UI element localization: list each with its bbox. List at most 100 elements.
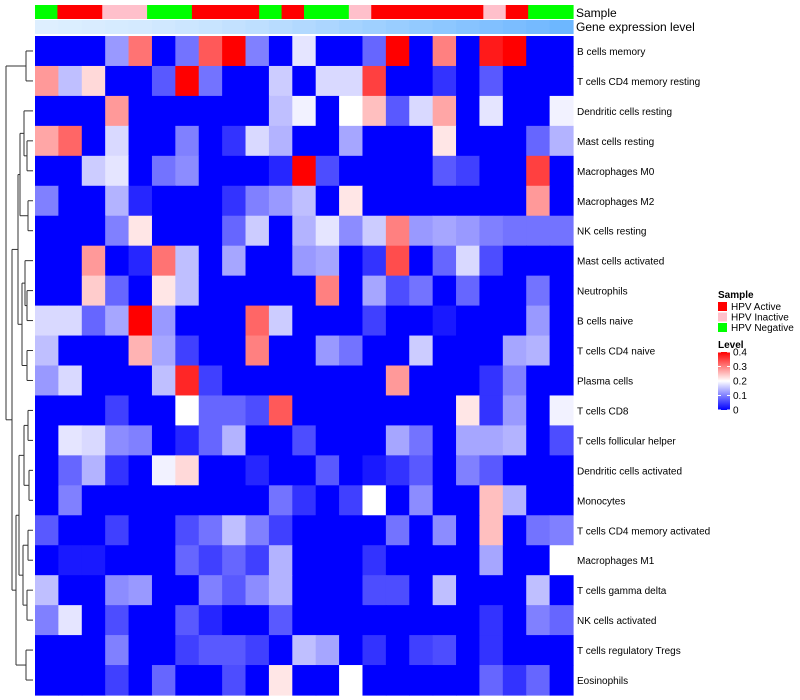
heatmap-cell xyxy=(175,65,200,97)
heatmap-cell xyxy=(222,335,247,367)
heatmap-cell xyxy=(35,545,59,576)
heatmap-cell xyxy=(151,515,176,546)
heatmap-cell xyxy=(502,125,527,157)
sample-annotation-cell xyxy=(214,5,238,19)
heatmap-cell xyxy=(222,36,247,67)
heatmap-cell xyxy=(362,36,387,67)
heatmap-cell xyxy=(432,425,457,456)
heatmap-cell xyxy=(268,185,293,217)
heatmap-cell xyxy=(151,665,176,696)
heatmap-cell xyxy=(315,245,340,277)
row-label: Macrophages M2 xyxy=(577,197,655,208)
heatmap-cell xyxy=(58,425,83,456)
heatmap-cell xyxy=(479,635,504,666)
heatmap-cell xyxy=(58,215,83,247)
heatmap-cell xyxy=(198,185,223,217)
heatmap-cell xyxy=(81,215,106,247)
expression-level-cell xyxy=(105,20,130,34)
heatmap-cell xyxy=(409,335,434,367)
heatmap-cell xyxy=(432,215,457,247)
heatmap-cell xyxy=(362,155,387,187)
heatmap-cell xyxy=(268,665,293,696)
heatmap-cell xyxy=(479,155,504,187)
expression-level-cell xyxy=(549,20,574,34)
heatmap-cell xyxy=(549,635,574,666)
heatmap-cell xyxy=(456,485,481,516)
heatmap-cell xyxy=(292,425,317,456)
heatmap-cell xyxy=(362,335,387,367)
heatmap-cell xyxy=(549,545,574,576)
heatmap-cell xyxy=(432,365,457,397)
heatmap-cell xyxy=(81,305,106,337)
heatmap-cell xyxy=(245,575,270,606)
heatmap-cell xyxy=(175,635,200,666)
heatmap-cell xyxy=(128,605,153,636)
row-labels: B cells memory T cells CD4 memory resting… xyxy=(577,47,710,687)
heatmap-cell xyxy=(245,425,270,456)
heatmap-cell xyxy=(222,215,247,247)
heatmap-cell xyxy=(245,155,270,187)
heatmap-cell xyxy=(105,575,130,606)
sample-annotation-cell xyxy=(304,5,328,19)
heatmap-cells xyxy=(35,36,574,696)
heatmap-cell xyxy=(409,65,434,97)
heatmap-cell xyxy=(175,305,200,337)
heatmap-cell xyxy=(456,365,481,397)
heatmap-cell xyxy=(526,485,551,516)
heatmap-cell xyxy=(128,305,153,337)
heatmap-cell xyxy=(385,425,410,456)
heatmap-cell xyxy=(385,575,410,606)
heatmap-cell xyxy=(362,425,387,456)
heatmap-cell xyxy=(549,425,574,456)
heatmap-cell xyxy=(339,36,364,67)
heatmap-cell xyxy=(198,155,223,187)
heatmap-cell xyxy=(81,395,106,427)
heatmap-cell xyxy=(128,125,153,157)
heatmap-cell xyxy=(456,155,481,187)
heatmap-cell xyxy=(456,395,481,427)
heatmap-cell xyxy=(409,515,434,546)
heatmap-cell xyxy=(292,515,317,546)
heatmap-cell xyxy=(315,395,340,427)
heatmap-cell xyxy=(502,395,527,427)
heatmap-cell xyxy=(198,545,223,576)
expression-level-cell xyxy=(151,20,176,34)
heatmap-cell xyxy=(292,95,317,127)
heatmap-cell xyxy=(432,185,457,217)
heatmap-cell xyxy=(315,215,340,247)
heatmap-cell xyxy=(151,605,176,636)
heatmap-cell xyxy=(198,455,223,486)
heatmap-cell xyxy=(315,185,340,217)
heatmap-cell xyxy=(198,635,223,666)
heatmap-cell xyxy=(385,515,410,546)
heatmap-cell xyxy=(502,95,527,127)
heatmap-cell xyxy=(409,395,434,427)
heatmap-cell xyxy=(128,245,153,277)
heatmap-cell xyxy=(175,36,200,67)
heatmap-cell xyxy=(35,275,59,307)
heatmap-cell xyxy=(151,95,176,127)
heatmap-cell xyxy=(385,545,410,576)
heatmap-cell xyxy=(385,335,410,367)
heatmap-cell xyxy=(128,485,153,516)
expression-level-cell xyxy=(292,20,317,34)
heatmap-cell xyxy=(502,155,527,187)
heatmap-cell xyxy=(362,215,387,247)
heatmap-cell xyxy=(35,95,59,127)
heatmap-cell xyxy=(268,95,293,127)
heatmap-cell xyxy=(479,245,504,277)
heatmap-cell xyxy=(128,455,153,486)
heatmap-cell xyxy=(198,36,223,67)
heatmap-cell xyxy=(268,36,293,67)
heatmap-cell xyxy=(315,155,340,187)
heatmap-cell xyxy=(502,335,527,367)
heatmap-cell xyxy=(198,215,223,247)
heatmap-cell xyxy=(222,365,247,397)
heatmap-cell xyxy=(432,665,457,696)
heatmap-cell xyxy=(549,36,574,67)
heatmap-cell xyxy=(339,155,364,187)
heatmap-cell xyxy=(549,155,574,187)
heatmap-cell xyxy=(58,545,83,576)
heatmap-cell xyxy=(526,65,551,97)
heatmap-cell xyxy=(105,395,130,427)
